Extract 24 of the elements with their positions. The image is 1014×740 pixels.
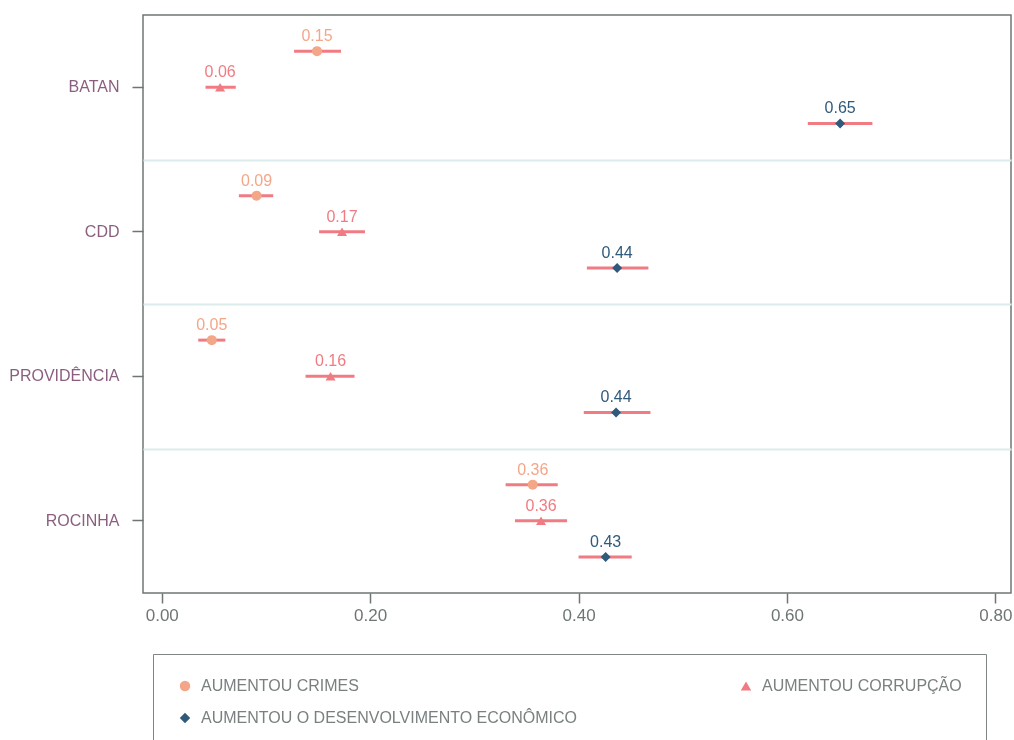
data-label: 0.09: [241, 171, 273, 189]
legend-label: AUMENTOU O DESENVOLVIMENTO ECONÔMICO: [201, 708, 578, 726]
data-label: 0.44: [601, 243, 633, 261]
legend-label: AUMENTOU CRIMES: [201, 677, 359, 694]
y-tick-label: PROVIDÊNCIA: [9, 366, 120, 385]
data-label: 0.36: [517, 460, 549, 478]
x-tick-label: 0.80: [979, 605, 1013, 625]
y-tick-label: BATAN: [68, 78, 120, 96]
y-tick-label: CDD: [84, 222, 120, 240]
legend-label: AUMENTOU CORRUPÇÃO: [762, 675, 962, 694]
data-label: 0.06: [204, 63, 236, 81]
data-label: 0.43: [590, 532, 622, 550]
data-label: 0.44: [600, 388, 632, 406]
x-tick-label: 0.00: [145, 605, 179, 625]
data-label: 0.17: [326, 207, 358, 225]
x-tick-label: 0.40: [562, 605, 596, 625]
data-label: 0.65: [824, 99, 856, 117]
data-label: 0.05: [196, 316, 228, 334]
data-label: 0.16: [314, 352, 347, 370]
x-tick-label: 0.60: [770, 605, 805, 625]
x-tick-label: 0.20: [354, 605, 388, 625]
data-label: 0.15: [301, 27, 333, 45]
data-label: 0.36: [525, 496, 557, 514]
y-tick-label: ROCINHA: [45, 511, 120, 529]
